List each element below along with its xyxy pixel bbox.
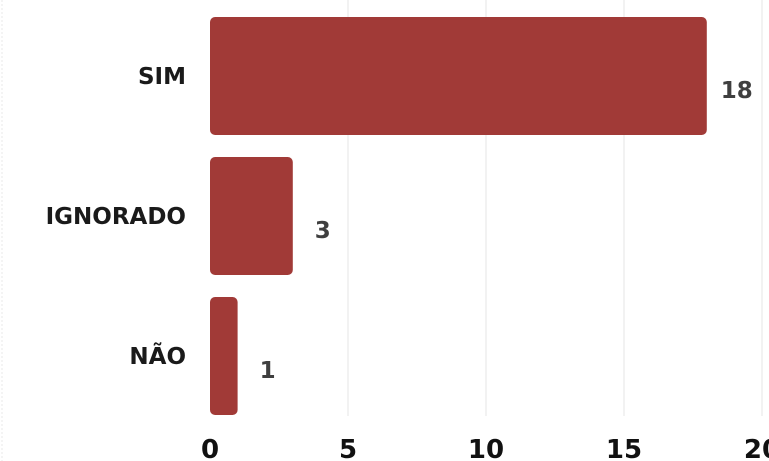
x-tick-label: 15 <box>606 435 642 461</box>
bar-não <box>210 297 238 415</box>
x-tick-label: 20 <box>744 435 769 461</box>
category-label: NÃO <box>129 342 186 370</box>
labels: 0 5 10 15 20 SIM 18 IGNORADO 3 NÃO 1 <box>46 64 769 461</box>
x-tick-label: 0 <box>201 435 219 461</box>
value-label: 1 <box>260 358 276 384</box>
category-label: SIM <box>138 64 186 90</box>
x-tick-label: 5 <box>339 435 357 461</box>
value-label: 18 <box>721 78 753 104</box>
x-tick-label: 10 <box>468 435 504 461</box>
value-label: 3 <box>315 218 331 244</box>
category-label: IGNORADO <box>46 204 186 230</box>
bar-ignorado <box>210 157 293 275</box>
bar-sim <box>210 17 707 135</box>
bars <box>210 17 707 415</box>
